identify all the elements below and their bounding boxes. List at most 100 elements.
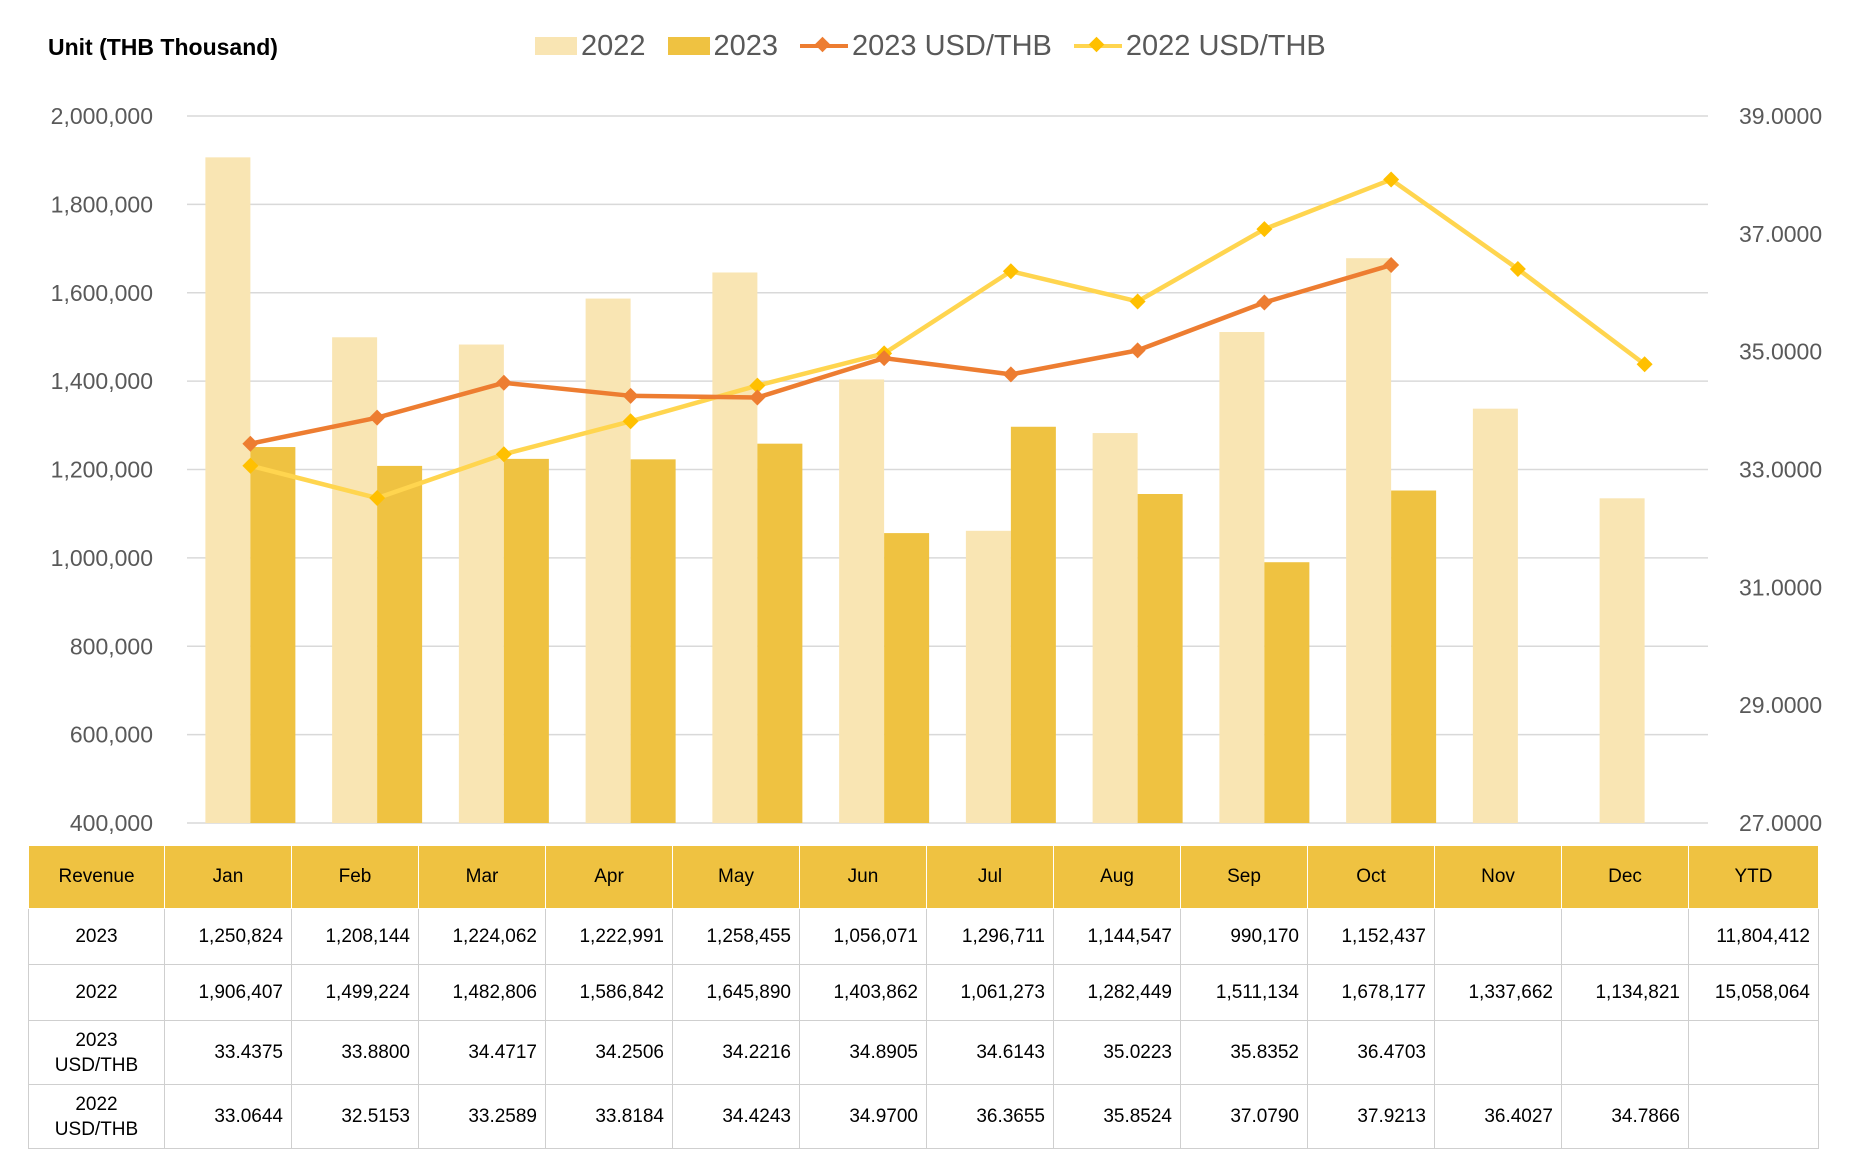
table-cell [1434,1020,1562,1085]
table-cell: 37.9213 [1307,1084,1435,1149]
row-label-line: USD/THB [54,1118,139,1140]
legend-swatch-2022 [535,37,577,55]
legend-label-2022-usdthb: 2022 USD/THB [1125,29,1326,62]
bar-2022-dec [1599,498,1645,823]
table-cell: 990,170 [1180,908,1308,965]
row-label: 2023 USD/THB [28,1020,165,1085]
legend-label-2022: 2022 [581,29,646,62]
right-axis-tick-label: 31.0000 [1739,574,1822,600]
table-cell: 35.8524 [1053,1084,1181,1149]
bar-2023-jun [884,533,930,823]
table-cell: 1,061,273 [926,964,1054,1021]
point-2022-usdthb-oct [1383,171,1400,188]
table-cell: 1,134,821 [1561,964,1689,1021]
point-2022-usdthb-dec [1636,356,1653,373]
right-axis-tick-label: 37.0000 [1739,221,1822,247]
chart-legend: 2022 2023 2023 USD/THB 2022 USD/THB [535,28,1348,64]
bar-2023-oct [1391,490,1437,823]
bar-2022-may [712,272,758,823]
bar-2022-jul [965,530,1011,823]
table-header-may: May [672,845,800,909]
row-label: 2022 USD/THB [28,1084,165,1149]
point-2022-usdthb-apr [622,413,639,430]
left-axis-tick-label: 1,600,000 [51,280,153,306]
table-cell: 1,482,806 [418,964,546,1021]
table-cell: 36.3655 [926,1084,1054,1149]
table-header-jun: Jun [799,845,927,909]
point-2023-usdthb-oct [1383,257,1400,274]
table-cell: 1,224,062 [418,908,546,965]
table-cell: 34.8905 [799,1020,927,1085]
line-2022-usdthb [249,177,1646,501]
row-label: 2023 [28,908,165,965]
point-2022-usdthb-aug [1129,293,1146,310]
table-cell: 1,645,890 [672,964,800,1021]
table-cell: 34.4243 [672,1084,800,1149]
table-cell: 15,058,064 [1688,964,1819,1021]
point-2023-usdthb-may [749,389,766,406]
bar-2022-sep [1219,332,1265,823]
table-cell: 36.4027 [1434,1084,1562,1149]
legend-item-2023: 2023 [667,29,779,63]
left-axis-tick-label: 1,200,000 [51,457,153,483]
legend-swatch-2023-usdthb [800,36,849,55]
point-2022-usdthb-jan [242,457,259,474]
table-cell: 33.4375 [164,1020,292,1085]
legend-label-2023: 2023 [713,29,779,62]
table-cell: 33.0644 [164,1084,292,1149]
legend-swatch-2022-usdthb [1073,36,1122,55]
table-cell: 34.4717 [418,1020,546,1085]
table-cell: 1,499,224 [291,964,419,1021]
table-cell: 32.5153 [291,1084,419,1149]
right-axis-tick-label: 35.0000 [1739,339,1822,365]
bar-2023-feb [377,465,423,823]
table-cell: 34.2506 [545,1020,673,1085]
bar-2022-feb [332,337,378,823]
left-axis-tick-label: 1,800,000 [51,191,153,217]
table-cell [1688,1084,1819,1149]
left-axis-tick-label: 2,000,000 [51,103,153,129]
table-header-jan: Jan [164,845,292,909]
legend-item-2022: 2022 [535,30,646,63]
point-2023-usdthb-mar [495,374,512,391]
table-cell: 34.2216 [672,1020,800,1085]
table-row: 2022 USD/THB 33.0644 32.5153 33.2589 33.8184 3… [28,1084,1819,1149]
right-axis-tick-label: 29.0000 [1739,692,1822,718]
table-row: 2023 1,250,824 1,208,144 1,224,062 1,222,991… [28,908,1819,965]
table-header-aug: Aug [1053,845,1181,909]
table-cell [1561,1020,1689,1085]
left-axis-tick-label: 400,000 [70,810,153,836]
row-label-line: 2023 [75,1029,118,1051]
table-header-apr: Apr [545,845,673,909]
table-header-mar: Mar [418,845,546,909]
table-header-jul: Jul [926,845,1054,909]
table-cell: 1,282,449 [1053,964,1181,1021]
table-cell: 34.6143 [926,1020,1054,1085]
revenue-chart: 400,000 600,000 800,000 1,000,000 1,200,000 1… [51,103,1822,836]
right-axis-tick-label: 33.0000 [1739,457,1822,483]
table-cell [1434,908,1562,965]
right-axis-tick-label: 39.0000 [1739,103,1822,129]
table-header-revenue: Revenue [28,845,165,909]
row-label-line: USD/THB [54,1054,139,1076]
row-label-line: 2022 [75,982,118,1003]
table-cell: 1,222,991 [545,908,673,965]
table-header-dec: Dec [1561,845,1689,909]
point-2023-usdthb-feb [369,409,386,426]
table-header-nov: Nov [1434,845,1562,909]
point-2022-usdthb-jul [1002,263,1019,280]
table-cell [1561,908,1689,965]
table-cell [1688,1020,1819,1085]
bar-2022-mar [458,344,504,823]
left-axis-tick-label: 800,000 [70,633,153,659]
bar-2023-apr [630,459,676,823]
revenue-table: Revenue Jan Feb Mar Apr May Jun Jul Aug Sep Oct Nov… [28,845,1819,1149]
legend-item-2023-usdthb: 2023 USD/THB [800,30,1052,63]
table-row: 2022 1,906,407 1,499,224 1,482,806 1,586,842… [28,964,1819,1021]
table-cell: 1,152,437 [1307,908,1435,965]
table-cell: 1,144,547 [1053,908,1181,965]
right-axis-tick-label: 27.0000 [1739,810,1822,836]
table-cell: 1,296,711 [926,908,1054,965]
table-cell: 34.7866 [1561,1084,1689,1149]
point-2023-usdthb-apr [622,387,639,404]
